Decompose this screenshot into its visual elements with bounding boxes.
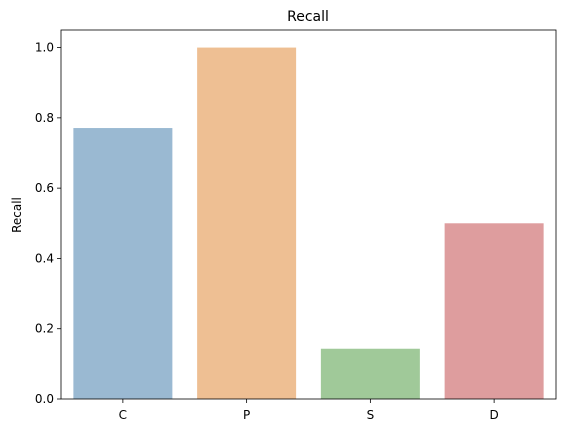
y-tick-label: 0.6: [35, 181, 54, 195]
y-tick-label: 0.2: [35, 322, 54, 336]
chart-title: Recall: [287, 9, 329, 25]
y-tick-label: 1.0: [35, 41, 54, 55]
plot-frame: [60, 29, 557, 400]
y-tick-label: 0.4: [35, 251, 54, 265]
bar-d: [444, 223, 544, 399]
y-ticks-group: 0.0 0.2 0.4 0.6 0.8 1.0: [35, 41, 61, 406]
bar-s: [320, 348, 420, 399]
bars-group: [73, 47, 544, 399]
x-tick-label: C: [119, 408, 127, 422]
x-tick-label: P: [243, 408, 250, 422]
bar-c: [73, 128, 173, 399]
y-axis-label: Recall: [10, 197, 24, 233]
y-tick-label: 0.0: [35, 392, 54, 406]
y-tick-label: 0.8: [35, 111, 54, 125]
x-tick-label: S: [367, 408, 375, 422]
x-tick-label: D: [490, 408, 499, 422]
bar-p: [197, 47, 297, 399]
